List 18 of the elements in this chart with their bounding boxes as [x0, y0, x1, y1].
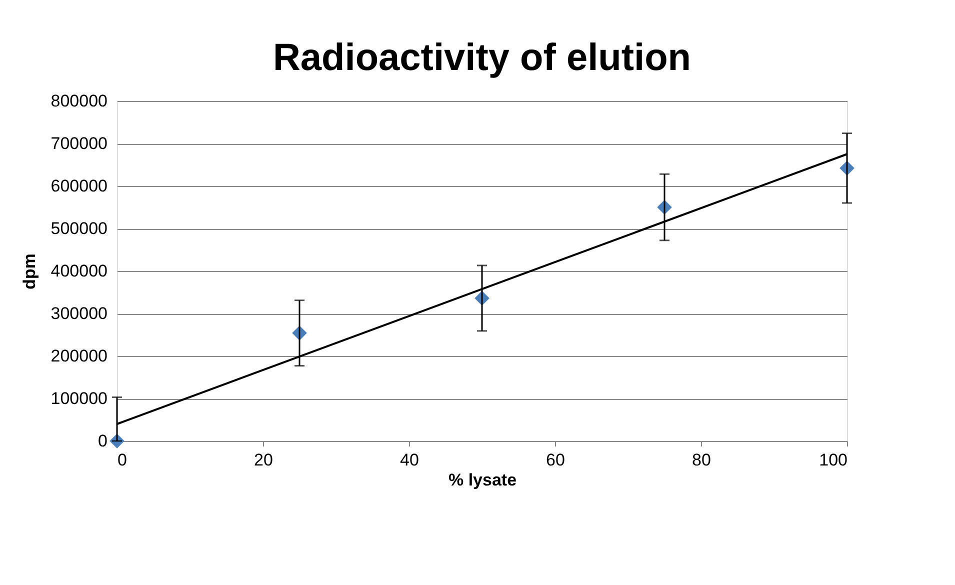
y-tick-label: 700000 — [50, 134, 108, 153]
y-tick-label: 800000 — [50, 92, 108, 110]
y-axis-title: dpm — [20, 254, 39, 290]
y-tick-label: 400000 — [50, 262, 108, 280]
x-tick-label: 80 — [692, 450, 711, 470]
x-tick-label: 60 — [546, 450, 565, 470]
y-tick-label: 600000 — [50, 176, 108, 196]
y-tick-label: 200000 — [50, 346, 108, 366]
x-tick-label: 20 — [254, 450, 273, 470]
y-tick-label: 500000 — [50, 219, 108, 238]
x-axis-title: % lysate — [448, 470, 517, 490]
y-tick-label: 0 — [98, 432, 108, 450]
y-tick-label: 100000 — [50, 389, 108, 408]
x-tick-label: 40 — [400, 450, 419, 470]
x-tick-label: 0 — [118, 450, 127, 470]
x-tick-label: 100 — [819, 450, 848, 470]
chart-title: Radioactivity of elution — [272, 37, 692, 79]
y-tick-label: 300000 — [50, 304, 108, 323]
